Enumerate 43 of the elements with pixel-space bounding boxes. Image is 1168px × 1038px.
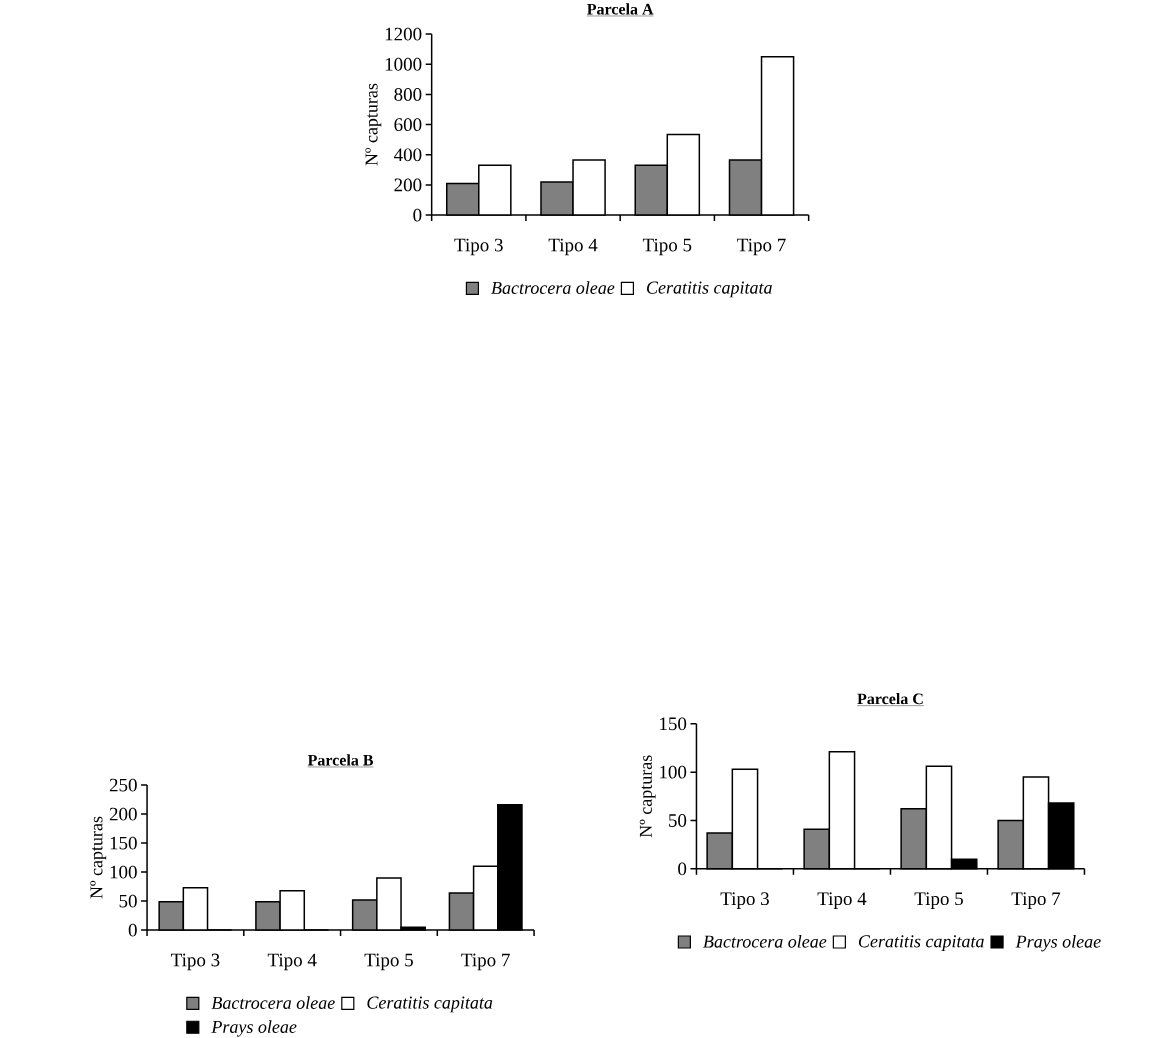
x-tick-label: Tipo 7 <box>737 238 786 256</box>
x-tick-label: Tipo 4 <box>548 238 598 256</box>
x-tick-label: Tipo 7 <box>461 953 510 971</box>
y-axis-title: Nº capturas <box>639 755 656 838</box>
legend-label: Prays oleae <box>211 1020 297 1037</box>
x-tick-label: Tipo 3 <box>454 238 503 256</box>
y-tick-label: 1000 <box>385 57 422 71</box>
chart-title: Parcela A <box>587 3 654 15</box>
y-tick-label: 250 <box>109 778 137 792</box>
x-tick-label: Tipo 3 <box>720 892 769 909</box>
y-tick-label: 100 <box>110 865 137 879</box>
y-axis-title: Nº capturas <box>365 83 382 166</box>
y-tick-label: 600 <box>394 118 422 131</box>
y-axis-title: Nº capturas <box>90 816 107 899</box>
y-tick-label: 800 <box>394 87 422 101</box>
x-tick-label: Tipo 4 <box>267 953 317 971</box>
y-tick-label: 0 <box>678 862 687 876</box>
y-tick-label: 0 <box>128 923 137 937</box>
x-tick-label: Tipo 5 <box>364 953 413 971</box>
x-tick-label: Tipo 5 <box>914 892 963 909</box>
y-tick-label: 150 <box>110 836 137 850</box>
chart-title: Parcela C <box>857 692 923 705</box>
y-tick-label: 200 <box>394 178 422 192</box>
y-tick-label: 0 <box>413 208 422 222</box>
x-tick-label: Tipo 4 <box>817 892 867 909</box>
legend-label: Ceratitis capitata <box>858 935 984 951</box>
legend-label: Ceratitis capitata <box>367 996 493 1013</box>
x-tick-label: Tipo 3 <box>171 953 220 971</box>
y-tick-label: 1200 <box>385 27 422 41</box>
y-tick-label: 100 <box>660 765 687 779</box>
y-tick-label: 400 <box>394 148 422 162</box>
legend-label: Bactrocera oleae <box>491 281 615 294</box>
y-tick-label: 150 <box>660 717 687 731</box>
y-tick-label: 50 <box>119 894 137 908</box>
x-tick-label: Tipo 5 <box>642 238 692 256</box>
y-tick-label: 50 <box>669 813 687 827</box>
chart-title: Parcela B <box>307 754 374 766</box>
x-tick-label: Tipo 7 <box>1011 892 1061 909</box>
legend-label: Prays oleae <box>1015 934 1101 952</box>
legend-label: Ceratitis capitata <box>647 281 772 298</box>
legend-label: Bactrocera oleae <box>703 934 827 948</box>
y-tick-label: 200 <box>109 807 137 821</box>
legend-label: Bactrocera oleae <box>211 996 335 1009</box>
